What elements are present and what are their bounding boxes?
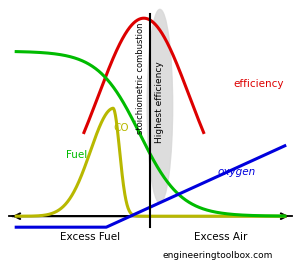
Text: CO: CO [113, 123, 129, 133]
Text: oxygen: oxygen [218, 167, 256, 177]
Text: engineeringtoolbox.com: engineeringtoolbox.com [163, 251, 273, 260]
Text: Excess Fuel: Excess Fuel [60, 232, 120, 242]
Text: Excess Air: Excess Air [194, 232, 247, 242]
Text: Fuel: Fuel [66, 149, 87, 160]
Text: stoichiometric combustion: stoichiometric combustion [136, 23, 145, 134]
Text: efficiency: efficiency [234, 79, 284, 89]
Ellipse shape [147, 9, 173, 203]
Text: Highest efficiency: Highest efficiency [155, 61, 164, 143]
